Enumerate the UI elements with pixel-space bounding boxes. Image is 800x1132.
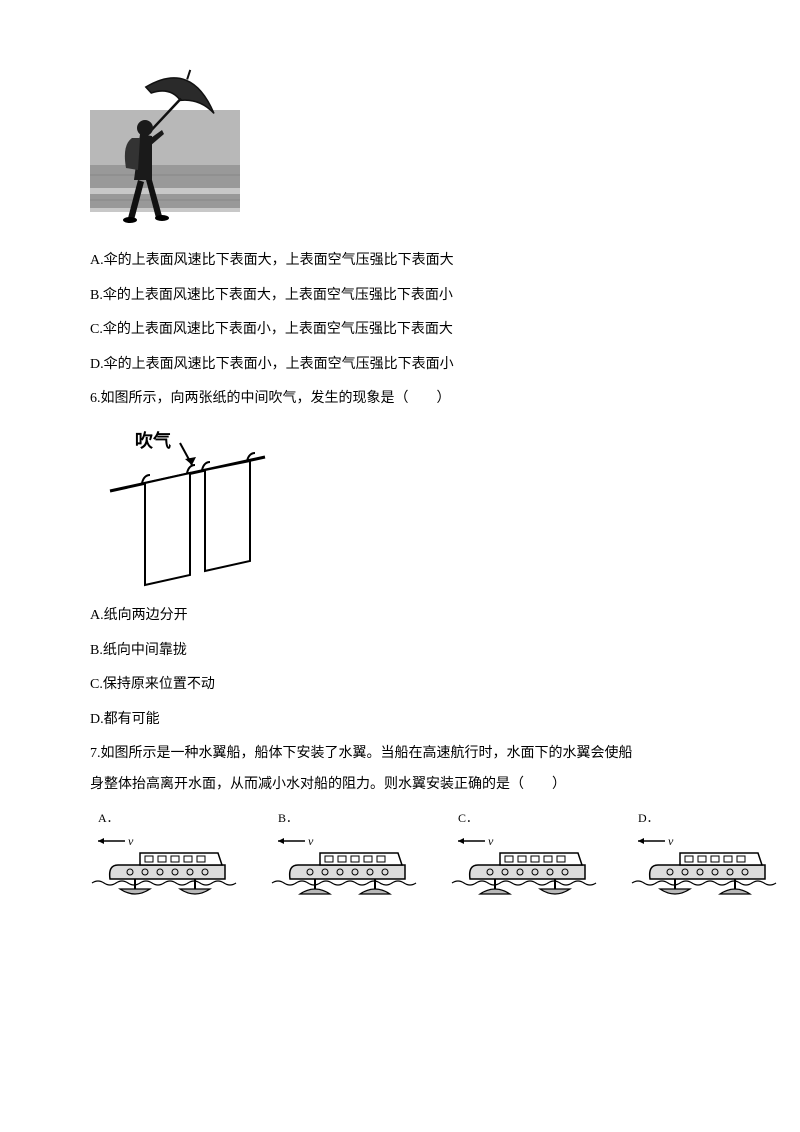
q6-option-b: B.纸向中间靠拢 [90,638,710,665]
q6-option-c: C.保持原来位置不动 [90,672,710,699]
v-label: v [128,834,134,848]
q7-stem-line2: 身整体抬高离开水面，从而减小水对船的阻力。则水翼安装正确的是（ ） [90,772,710,799]
q7-label-b: B． [270,807,420,830]
hydrofoil-boat-a: v [90,831,240,901]
q7-label-a: A． [90,807,240,830]
q7-figure-row: A． v [90,807,710,902]
q6-option-d: D.都有可能 [90,707,710,734]
svg-text:v: v [308,834,314,848]
hydrofoil-boat-b: v [270,831,420,901]
q7-option-a: A． v [90,807,240,902]
q7-label-d: D． [630,807,780,830]
svg-text:v: v [668,834,674,848]
q7-option-c: C． v [450,807,600,902]
page-content: A.伞的上表面风速比下表面大，上表面空气压强比下表面大 B.伞的上表面风速比下表… [0,0,800,941]
q7-label-c: C． [450,807,600,830]
svg-text:v: v [488,834,494,848]
q5-figure [90,60,710,230]
q5-option-a: A.伞的上表面风速比下表面大，上表面空气压强比下表面大 [90,248,710,275]
blow-papers-illustration: 吹气 [90,425,280,595]
blow-label: 吹气 [135,430,171,451]
q6-option-a: A.纸向两边分开 [90,603,710,630]
q7-stem-line1: 7.如图所示是一种水翼船，船体下安装了水翼。当船在高速航行时，水面下的水翼会使船 [90,741,710,768]
q7-option-d: D． v [630,807,780,902]
q6-figure: 吹气 [90,425,710,595]
hydrofoil-boat-d: v [630,831,780,901]
q6-stem: 6.如图所示，向两张纸的中间吹气，发生的现象是（ ） [90,386,710,413]
q5-option-c: C.伞的上表面风速比下表面小，上表面空气压强比下表面大 [90,317,710,344]
q7-option-b: B． v [270,807,420,902]
umbrella-person-illustration [90,60,240,230]
q5-option-b: B.伞的上表面风速比下表面大，上表面空气压强比下表面小 [90,283,710,310]
hydrofoil-boat-c: v [450,831,600,901]
q5-option-d: D.伞的上表面风速比下表面小，上表面空气压强比下表面小 [90,352,710,379]
